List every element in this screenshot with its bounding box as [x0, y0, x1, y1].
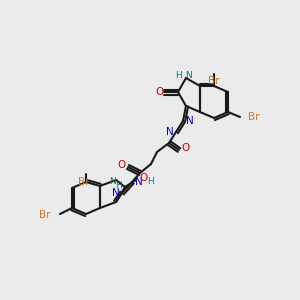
Text: O: O: [118, 160, 126, 170]
Text: H: H: [175, 71, 182, 80]
Text: H: H: [115, 181, 122, 190]
Text: Br: Br: [38, 210, 50, 220]
Text: N: N: [184, 71, 191, 80]
Text: Br: Br: [78, 177, 90, 187]
Text: O: O: [140, 173, 148, 183]
Text: N: N: [110, 178, 116, 187]
Text: O: O: [181, 143, 189, 153]
Text: Br: Br: [248, 112, 260, 122]
Text: N: N: [166, 127, 174, 137]
Text: O: O: [155, 87, 163, 97]
Text: Br: Br: [208, 76, 220, 86]
Text: N: N: [135, 177, 143, 187]
Text: N: N: [186, 116, 194, 126]
Text: N: N: [112, 188, 120, 198]
Text: H: H: [148, 178, 154, 187]
